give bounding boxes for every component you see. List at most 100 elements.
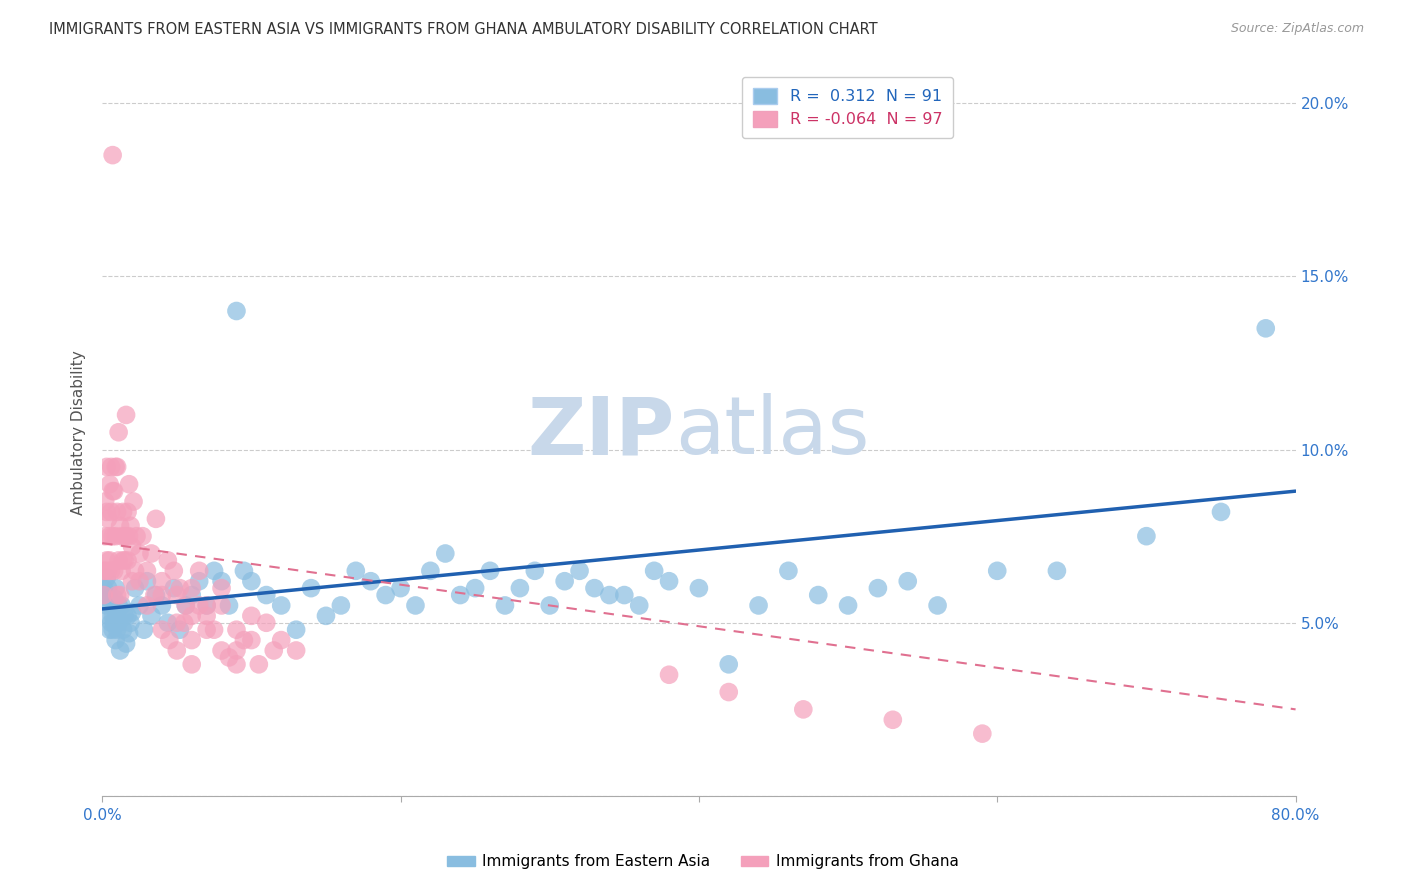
- Point: [225, 304, 247, 318]
- Point: [105, 588, 128, 602]
- Point: [107, 615, 129, 630]
- Point: [195, 608, 218, 623]
- Point: [211, 643, 233, 657]
- Point: [122, 494, 145, 508]
- Point: [1254, 321, 1277, 335]
- Point: [568, 564, 591, 578]
- Point: [254, 615, 277, 630]
- Point: [628, 599, 651, 613]
- Point: [94, 529, 117, 543]
- Point: [141, 547, 163, 561]
- Point: [658, 667, 681, 681]
- Point: [688, 581, 710, 595]
- Point: [598, 588, 620, 602]
- Point: [748, 599, 770, 613]
- Point: [218, 650, 240, 665]
- Point: [329, 599, 352, 613]
- Point: [479, 564, 502, 578]
- Point: [225, 657, 247, 672]
- Point: [180, 657, 202, 672]
- Point: [128, 599, 150, 613]
- Point: [115, 529, 138, 543]
- Point: [114, 608, 136, 623]
- Point: [150, 588, 173, 602]
- Point: [125, 529, 148, 543]
- Point: [554, 574, 576, 589]
- Point: [110, 599, 132, 613]
- Text: Source: ZipAtlas.com: Source: ZipAtlas.com: [1230, 22, 1364, 36]
- Point: [285, 623, 308, 637]
- Point: [792, 702, 814, 716]
- Point: [202, 564, 225, 578]
- Point: [98, 553, 121, 567]
- Text: atlas: atlas: [675, 393, 869, 471]
- Point: [104, 459, 127, 474]
- Point: [108, 643, 131, 657]
- Point: [157, 633, 180, 648]
- Point: [93, 581, 115, 595]
- Point: [174, 599, 197, 613]
- Point: [131, 529, 153, 543]
- Point: [195, 599, 218, 613]
- Point: [897, 574, 920, 589]
- Point: [101, 484, 124, 499]
- Point: [374, 588, 396, 602]
- Point: [717, 685, 740, 699]
- Point: [166, 588, 188, 602]
- Point: [118, 626, 141, 640]
- Point: [232, 564, 254, 578]
- Point: [105, 505, 128, 519]
- Text: ZIP: ZIP: [527, 393, 675, 471]
- Point: [195, 599, 218, 613]
- Point: [240, 608, 263, 623]
- Point: [104, 529, 127, 543]
- Point: [117, 505, 139, 519]
- Point: [169, 623, 191, 637]
- Point: [115, 408, 138, 422]
- Point: [136, 599, 159, 613]
- Point: [389, 581, 412, 595]
- Point: [180, 608, 202, 623]
- Point: [136, 574, 159, 589]
- Point: [927, 599, 949, 613]
- Point: [101, 608, 124, 623]
- Point: [143, 588, 166, 602]
- Point: [108, 518, 131, 533]
- Point: [150, 574, 173, 589]
- Point: [1135, 529, 1157, 543]
- Y-axis label: Ambulatory Disability: Ambulatory Disability: [72, 350, 86, 515]
- Point: [523, 564, 546, 578]
- Point: [866, 581, 889, 595]
- Point: [211, 574, 233, 589]
- Point: [180, 588, 202, 602]
- Point: [101, 148, 124, 162]
- Point: [118, 529, 141, 543]
- Text: IMMIGRANTS FROM EASTERN ASIA VS IMMIGRANTS FROM GHANA AMBULATORY DISABILITY CORR: IMMIGRANTS FROM EASTERN ASIA VS IMMIGRAN…: [49, 22, 877, 37]
- Point: [643, 564, 665, 578]
- Legend: Immigrants from Eastern Asia, Immigrants from Ghana: Immigrants from Eastern Asia, Immigrants…: [441, 848, 965, 875]
- Point: [141, 608, 163, 623]
- Point: [117, 608, 139, 623]
- Point: [96, 459, 118, 474]
- Point: [188, 564, 211, 578]
- Point: [202, 623, 225, 637]
- Point: [103, 615, 125, 630]
- Point: [100, 505, 122, 519]
- Point: [807, 588, 830, 602]
- Point: [98, 529, 121, 543]
- Point: [240, 574, 263, 589]
- Point: [166, 615, 188, 630]
- Point: [115, 636, 138, 650]
- Point: [100, 459, 122, 474]
- Point: [110, 564, 132, 578]
- Point: [225, 623, 247, 637]
- Point: [247, 657, 270, 672]
- Point: [494, 599, 516, 613]
- Point: [299, 581, 322, 595]
- Point: [150, 599, 173, 613]
- Point: [112, 505, 135, 519]
- Point: [163, 564, 186, 578]
- Point: [145, 512, 167, 526]
- Point: [778, 564, 800, 578]
- Point: [100, 615, 122, 630]
